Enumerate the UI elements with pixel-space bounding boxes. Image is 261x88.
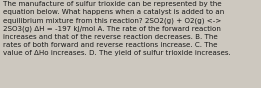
Text: The manufacture of sulfur trioxide can be represented by the
equation below. Wha: The manufacture of sulfur trioxide can b… (3, 1, 231, 56)
